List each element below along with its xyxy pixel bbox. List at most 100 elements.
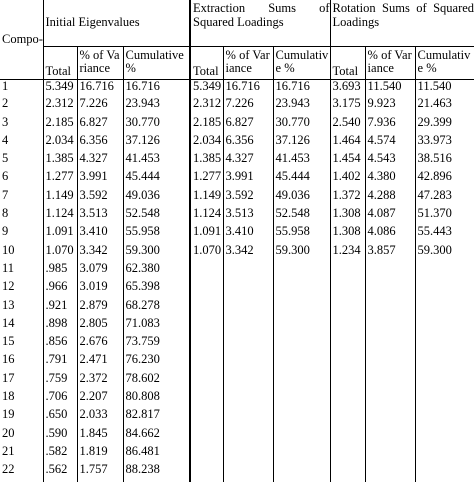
rotation-cumulative-cell (414, 353, 474, 372)
extraction-total-cell (189, 444, 224, 464)
extraction-total-cell (189, 261, 224, 281)
extraction-total-cell (189, 353, 224, 372)
extraction-cumulative-cell (272, 353, 331, 372)
rotation-cumulative-cell (414, 390, 474, 409)
initial-pct-variance-cell: 3.410 (76, 225, 123, 244)
component-cell: 2 (2, 97, 9, 111)
extraction-total-cell: 2.312 (189, 97, 224, 116)
extraction-total-cell: 5.349 (189, 79, 224, 98)
rotation-cumulative-cell: 51.370 (414, 207, 474, 226)
initial-cumulative-header: Cumulative % (122, 46, 191, 80)
initial-total-cell: .590 (42, 426, 77, 445)
rotation-total-cell: 1.308 (329, 207, 366, 226)
extraction-pct-variance-cell (222, 353, 274, 372)
rotation-pct-variance-cell: 4.574 (364, 133, 416, 153)
rotation-cumulative-cell (414, 316, 474, 336)
initial-cumulative-cell: 45.444 (122, 170, 191, 189)
component-cell: 18 (2, 390, 15, 404)
initial-pct-variance-cell: 2.471 (76, 353, 123, 372)
rotation-cumulative-cell (414, 463, 474, 482)
extraction-total-cell (189, 426, 224, 445)
extraction-total-cell: 2.034 (189, 133, 224, 153)
component-cell: 21 (2, 444, 15, 458)
extraction-cumulative-cell (272, 408, 331, 427)
extraction-total-cell (189, 408, 224, 427)
initial-cumulative-cell: 86.481 (122, 444, 191, 464)
initial-total-cell: .582 (42, 444, 77, 464)
component-cell: 16 (2, 353, 15, 367)
extraction-total-cell: 1.070 (189, 243, 224, 262)
rotation-cumulative-cell (414, 371, 474, 391)
initial-pct-variance-cell: 1.845 (76, 426, 123, 445)
rotation-cumulative-cell (414, 444, 474, 464)
extraction-total-cell (189, 280, 224, 299)
extraction-total-cell (189, 335, 224, 354)
rotation-pct-variance-cell (364, 463, 416, 482)
initial-pct-variance-cell: 3.592 (76, 188, 123, 208)
extraction-cumulative-cell (272, 463, 331, 482)
extraction-cumulative-cell (272, 280, 331, 299)
initial-pct-variance-cell: 3.079 (76, 261, 123, 281)
initial-total-cell: .856 (42, 335, 77, 354)
extraction-pct-variance-cell: 4.327 (222, 152, 274, 171)
rotation-cumulative-cell: 29.399 (414, 115, 474, 134)
rotation-cumulative-cell (414, 298, 474, 317)
table-row: 10 1.070 3.342 59.300 1.070 3.342 59.300 1.234 3… (0, 243, 474, 262)
rotation-cumulative-cell (414, 280, 474, 299)
initial-cumulative-cell: 59.300 (122, 243, 191, 262)
initial-total-cell: .898 (42, 316, 77, 336)
header-row-columns: Total % of Variance Cumulative % Total %… (0, 46, 474, 80)
component-header: Compo-nent (0, 0, 43, 80)
component-cell: 14 (2, 316, 15, 330)
extraction-cumulative-cell (272, 335, 331, 354)
table-row: 3 2.185 6.827 30.770 2.185 6.827 30.770 2.540 7.… (0, 115, 474, 134)
component-cell: 17 (2, 371, 15, 385)
component-cell: 12 (2, 280, 15, 294)
extraction-cumulative-cell: 23.943 (272, 97, 331, 116)
extraction-pct-variance-cell: 16.716 (222, 79, 274, 98)
extraction-total-cell: 1.124 (189, 207, 224, 226)
extraction-pct-variance-cell: 6.356 (222, 133, 274, 153)
initial-cumulative-cell: 78.602 (122, 371, 191, 391)
rotation-total-cell (329, 261, 366, 281)
component-cell: 5 (2, 152, 9, 166)
extraction-total-header: Total (189, 46, 224, 80)
rotation-pct-variance-cell (364, 426, 416, 445)
initial-total-cell: 2.312 (42, 97, 77, 116)
initial-total-cell: 5.349 (42, 79, 77, 98)
extraction-pct-variance-cell (222, 316, 274, 336)
initial-cumulative-cell: 71.083 (122, 316, 191, 336)
extraction-cumulative-cell: 52.548 (272, 207, 331, 226)
initial-total-cell: .966 (42, 280, 77, 299)
rotation-total-cell (329, 353, 366, 372)
rotation-cumulative-cell (414, 408, 474, 427)
extraction-total-cell (189, 316, 224, 336)
rotation-total-cell: 1.234 (329, 243, 366, 262)
initial-cumulative-cell: 23.943 (122, 97, 191, 116)
table-row: 17 .759 2.372 78.602 (0, 371, 474, 391)
initial-pct-variance-cell: 2.676 (76, 335, 123, 354)
initial-total-cell: 1.070 (42, 243, 77, 262)
rotation-total-cell: 1.372 (329, 188, 366, 208)
component-cell: 11 (2, 261, 15, 275)
rotation-total-cell: 1.308 (329, 225, 366, 244)
extraction-pct-variance-cell: 6.827 (222, 115, 274, 134)
extraction-cumulative-cell (272, 390, 331, 409)
extraction-cumulative-cell: 45.444 (272, 170, 331, 189)
rotation-total-cell: 2.540 (329, 115, 366, 134)
extraction-total-cell: 1.091 (189, 225, 224, 244)
initial-pct-variance-cell: 2.207 (76, 390, 123, 409)
extraction-pct-variance-header: % of Variance (222, 46, 274, 80)
rotation-cumulative-cell: 42.896 (414, 170, 474, 189)
rotation-total-cell: 3.693 (329, 79, 366, 98)
initial-pct-variance-cell: 6.827 (76, 115, 123, 134)
initial-total-header: Total (42, 46, 77, 80)
initial-cumulative-cell: 52.548 (122, 207, 191, 226)
header-row-groups: Compo-nent Initial Eigenvalues Extractio… (0, 0, 474, 80)
extraction-cumulative-cell: 55.958 (272, 225, 331, 244)
initial-pct-variance-cell: 3.513 (76, 207, 123, 226)
initial-total-cell: .791 (42, 353, 77, 372)
rotation-total-cell: 3.175 (329, 97, 366, 116)
table-row: 1 5.349 16.716 16.716 5.349 16.716 16.716 3.693… (0, 79, 474, 98)
component-cell: 1 (2, 79, 9, 93)
